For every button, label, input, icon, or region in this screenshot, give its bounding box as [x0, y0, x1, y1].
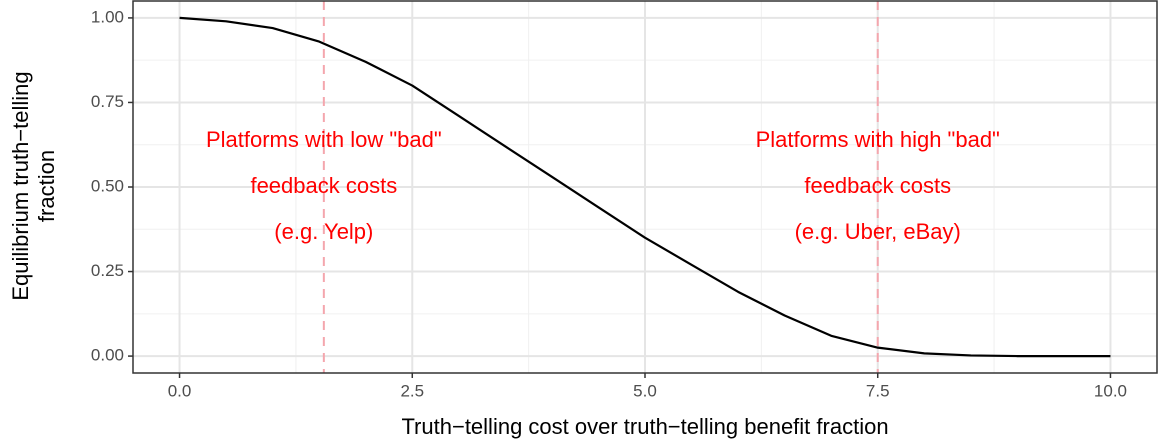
y-tick-label: 1.00 — [91, 7, 124, 26]
panel-border — [132, 0, 1158, 374]
y-axis-title: fraction — [34, 150, 59, 222]
x-tick-label: 2.5 — [400, 381, 424, 400]
y-tick-label: 0.00 — [91, 346, 124, 365]
x-tick-label: 7.5 — [866, 381, 890, 400]
x-tick-label: 5.0 — [633, 381, 657, 400]
y-tick-label: 0.50 — [91, 176, 124, 195]
x-axis-title: Truth−telling cost over truth−telling be… — [401, 414, 888, 439]
y-tick-label: 0.75 — [91, 92, 124, 111]
line — [179, 16, 1111, 358]
annotation: (e.g. Yelp) — [274, 219, 373, 244]
y-axis-title: Equilibrium truth−telling — [8, 71, 33, 300]
annotation: feedback costs — [804, 173, 951, 198]
annotation: Platforms with low "bad" — [206, 127, 442, 152]
annotation: (e.g. Uber, eBay) — [795, 219, 961, 244]
annotation: Platforms with high "bad" — [756, 127, 1000, 152]
x-tick-label: 0.0 — [168, 381, 192, 400]
y-tick-label: 0.25 — [91, 261, 124, 280]
annotation: feedback costs — [250, 173, 397, 198]
x-tick-label: 10.0 — [1094, 381, 1127, 400]
